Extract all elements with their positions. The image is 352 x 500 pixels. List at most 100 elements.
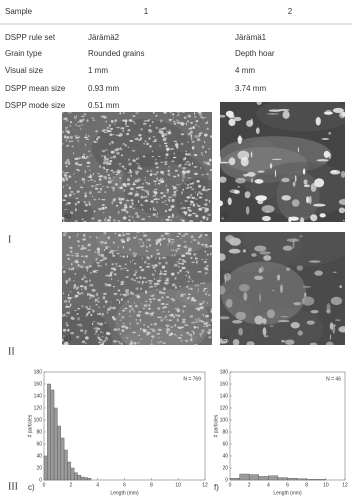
grain — [143, 195, 148, 198]
grain — [228, 237, 235, 245]
grain — [148, 119, 151, 121]
grain — [232, 338, 240, 345]
y-tick-label: 100 — [220, 417, 229, 423]
grain — [204, 210, 208, 213]
grain — [188, 209, 190, 212]
grain — [94, 333, 97, 335]
grain — [165, 303, 169, 306]
grain — [97, 136, 101, 139]
grain — [191, 280, 194, 283]
grain — [272, 289, 275, 292]
grain — [110, 278, 113, 281]
grain — [68, 296, 72, 300]
grain — [81, 340, 86, 344]
grain — [132, 251, 134, 255]
grain — [137, 170, 140, 173]
grain — [176, 145, 179, 149]
grain — [112, 171, 116, 174]
grain — [128, 219, 131, 222]
grain — [177, 164, 182, 168]
grain — [133, 279, 136, 282]
grain — [201, 188, 206, 192]
grain — [149, 300, 152, 304]
grain — [62, 199, 67, 202]
grain — [167, 238, 171, 241]
grain — [168, 319, 172, 321]
grain — [204, 203, 208, 206]
y-tick-label: 20 — [222, 465, 228, 471]
grain — [76, 240, 81, 243]
grain — [92, 320, 96, 323]
grain — [184, 199, 188, 202]
y-tick-label: 140 — [34, 393, 43, 399]
grain — [105, 169, 109, 171]
grain — [277, 108, 290, 112]
grain — [126, 336, 128, 339]
bar — [73, 472, 78, 481]
grain — [117, 169, 120, 173]
grain — [150, 279, 153, 283]
grain — [200, 243, 205, 246]
grain — [140, 245, 144, 248]
grain — [192, 212, 197, 215]
grain — [173, 122, 177, 125]
grain — [94, 187, 99, 190]
grain — [94, 298, 98, 301]
grain — [329, 153, 331, 159]
grain — [136, 281, 141, 284]
grain — [146, 239, 148, 241]
grain — [163, 287, 166, 291]
grain — [136, 232, 140, 233]
grain — [150, 343, 153, 345]
grain — [183, 245, 188, 249]
grain — [75, 288, 79, 290]
grain — [74, 180, 77, 183]
grain — [155, 126, 159, 130]
grain — [168, 166, 170, 168]
grain — [104, 206, 107, 209]
grain — [196, 138, 200, 140]
grain — [83, 220, 87, 222]
grain — [108, 251, 112, 254]
grain — [74, 161, 79, 165]
grain — [163, 137, 168, 139]
grain — [181, 123, 185, 126]
grain — [69, 211, 74, 215]
grain — [84, 203, 88, 207]
grain — [261, 215, 271, 222]
table-cell: Depth hoar — [235, 49, 275, 58]
grain — [170, 249, 175, 251]
grain — [290, 321, 300, 329]
grain — [114, 123, 116, 126]
grain — [110, 272, 112, 276]
grain — [133, 136, 135, 138]
grain — [175, 119, 179, 122]
grain — [120, 280, 125, 284]
grain — [124, 263, 127, 266]
grain — [178, 233, 182, 236]
grain — [156, 333, 159, 335]
row-header: DSPP mode size — [5, 101, 66, 110]
micrograph: b) — [62, 232, 212, 345]
grain — [198, 207, 203, 211]
grain — [105, 262, 108, 266]
grain — [168, 325, 170, 328]
grain — [81, 244, 85, 248]
grain — [229, 189, 239, 194]
grain — [104, 155, 106, 159]
grain — [144, 199, 149, 203]
grain — [81, 305, 84, 307]
grain — [189, 219, 194, 222]
grain — [81, 124, 84, 126]
bar — [57, 425, 61, 481]
grain — [152, 266, 156, 269]
grain — [140, 303, 142, 305]
grain — [198, 333, 204, 335]
grain — [195, 120, 199, 123]
grain — [148, 307, 151, 310]
grain — [323, 111, 333, 115]
table-cell: 1 mm — [88, 66, 108, 75]
grain — [143, 324, 145, 326]
grain — [125, 276, 129, 278]
